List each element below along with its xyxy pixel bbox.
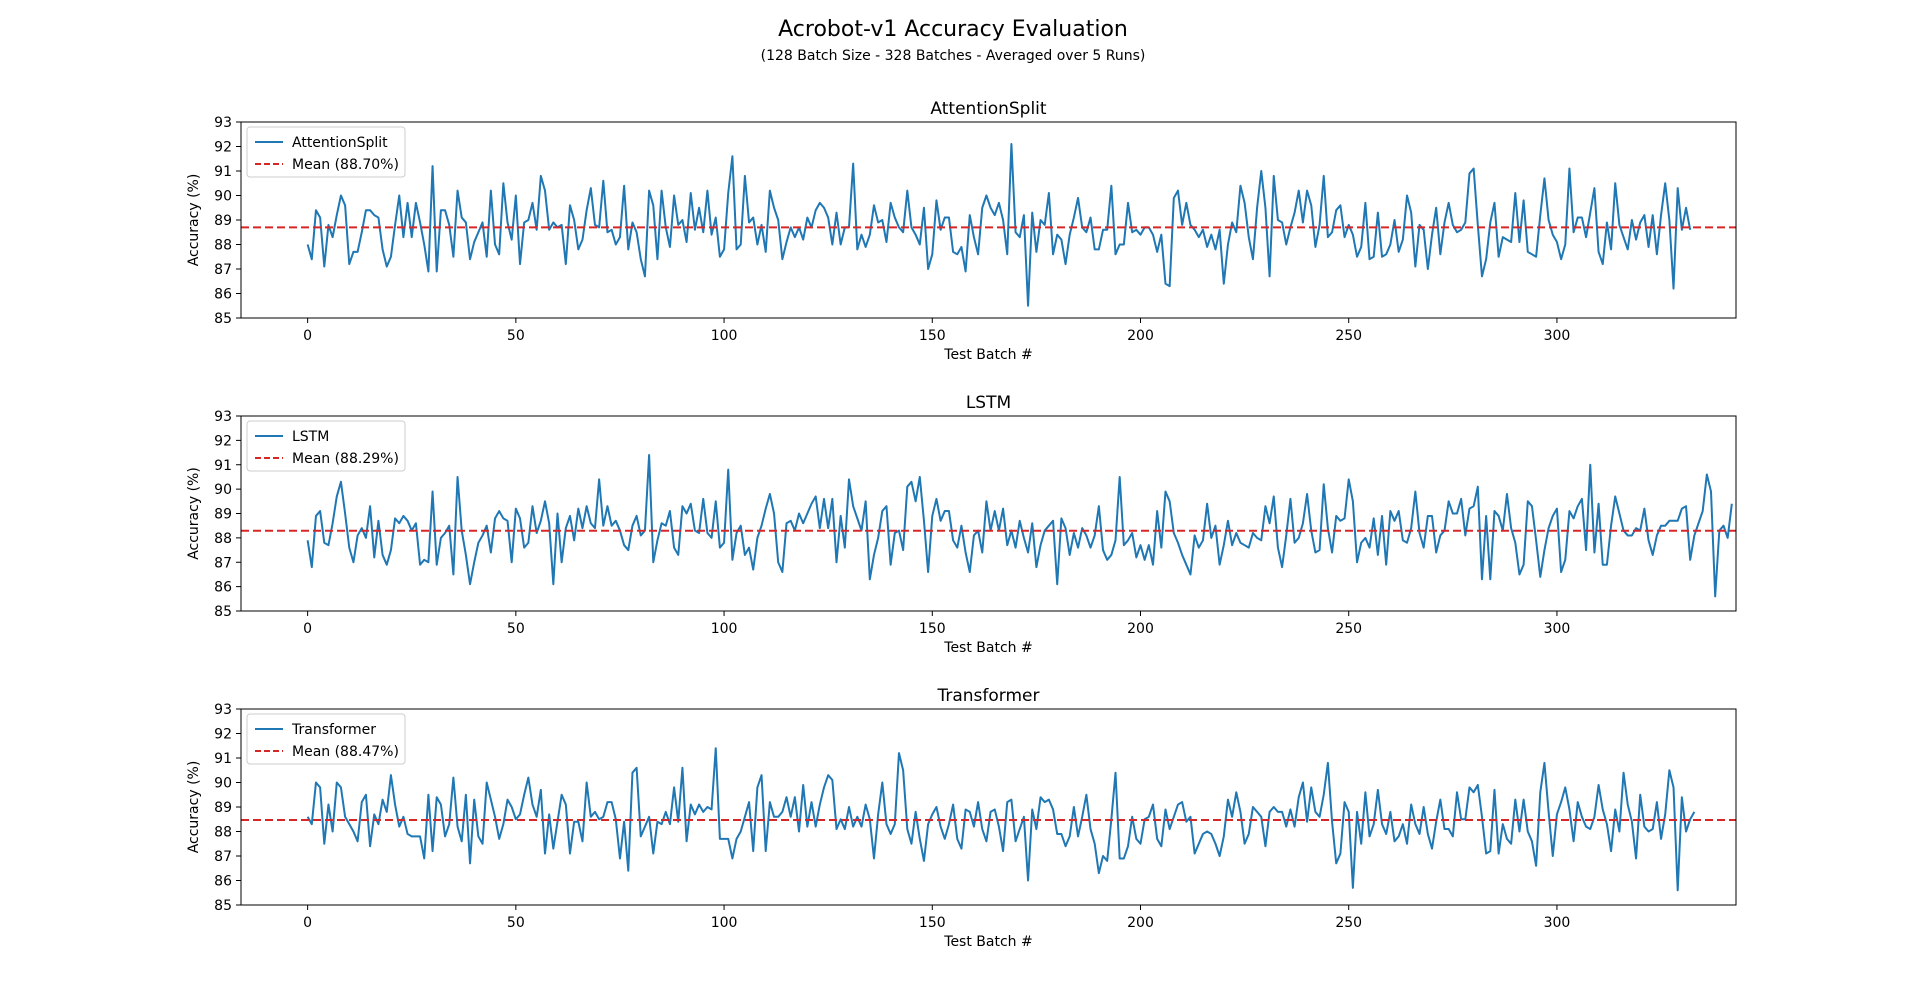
x-tick-label: 50 <box>507 328 525 344</box>
y-tick-label: 85 <box>214 604 232 620</box>
x-tick-label: 150 <box>919 328 946 344</box>
legend-label-series: LSTM <box>292 429 329 445</box>
y-tick-label: 90 <box>214 189 232 205</box>
y-tick-label: 91 <box>214 751 232 767</box>
y-tick-label: 91 <box>214 164 232 180</box>
y-tick-label: 92 <box>214 727 232 743</box>
legend-label-mean: Mean (88.29%) <box>292 451 399 467</box>
y-tick-label: 86 <box>214 287 232 303</box>
figure-subtitle: (128 Batch Size - 328 Batches - Averaged… <box>761 48 1146 64</box>
x-tick-label: 0 <box>303 328 312 344</box>
y-tick-label: 89 <box>214 213 232 229</box>
y-tick-label: 93 <box>214 409 232 425</box>
axes-frame <box>240 708 1737 906</box>
y-tick-label: 85 <box>214 311 232 327</box>
y-tick-label: 92 <box>214 433 232 449</box>
x-tick-label: 200 <box>1127 328 1154 344</box>
legend-label-series: AttentionSplit <box>292 135 388 151</box>
y-tick-label: 88 <box>214 238 232 254</box>
x-tick-label: 250 <box>1335 621 1362 637</box>
y-tick-label: 86 <box>214 580 232 596</box>
x-tick-label: 100 <box>711 915 738 931</box>
legend-label-series: Transformer <box>291 722 376 738</box>
subplot-attentionsplit: AttentionSplit Test Batch # Accuracy (%)… <box>186 99 1737 363</box>
x-tick-label: 0 <box>303 621 312 637</box>
series-line-attentionsplit <box>306 143 1692 307</box>
x-tick-label: 150 <box>919 915 946 931</box>
x-axis-label: Test Batch # <box>943 640 1032 656</box>
subplot-lstm: LSTM Test Batch # Accuracy (%) 0 50 100 150… <box>186 393 1737 656</box>
y-tick-label: 89 <box>214 800 232 816</box>
x-axis-label: Test Batch # <box>943 934 1032 950</box>
x-tick-label: 150 <box>919 621 946 637</box>
y-tick-label: 89 <box>214 507 232 523</box>
y-tick-label: 92 <box>214 140 232 156</box>
y-tick-label: 86 <box>214 874 232 890</box>
legend-box <box>246 420 406 472</box>
y-tick-label: 85 <box>214 898 232 914</box>
x-axis-label: Test Batch # <box>943 347 1032 363</box>
y-tick-label: 90 <box>214 776 232 792</box>
x-tick-label: 300 <box>1544 621 1571 637</box>
x-tick-label: 100 <box>711 328 738 344</box>
legend-label-mean: Mean (88.70%) <box>292 157 399 173</box>
y-tick-label: 91 <box>214 458 232 474</box>
axes-frame <box>240 415 1737 612</box>
legend-box <box>246 126 406 178</box>
subplot-title: AttentionSplit <box>930 99 1046 119</box>
legend-box <box>246 713 406 765</box>
x-tick-label: 50 <box>507 915 525 931</box>
series-line-transformer <box>306 747 1696 892</box>
x-tick-label: 250 <box>1335 328 1362 344</box>
y-axis-label: Accuracy (%) <box>186 467 202 560</box>
y-tick-label: 88 <box>214 825 232 841</box>
x-tick-label: 300 <box>1544 328 1571 344</box>
x-tick-label: 100 <box>711 621 738 637</box>
y-tick-label: 90 <box>214 482 232 498</box>
x-tick-label: 50 <box>507 621 525 637</box>
x-tick-label: 200 <box>1127 915 1154 931</box>
y-tick-label: 87 <box>214 849 232 865</box>
x-tick-label: 0 <box>303 915 312 931</box>
y-tick-label: 88 <box>214 531 232 547</box>
x-tick-label: 300 <box>1544 915 1571 931</box>
subplot-title: Transformer <box>936 686 1039 706</box>
x-tick-label: 250 <box>1335 915 1362 931</box>
legend-label-mean: Mean (88.47%) <box>292 744 399 760</box>
y-tick-label: 93 <box>214 702 232 718</box>
subplot-title: LSTM <box>966 393 1011 413</box>
y-tick-label: 93 <box>214 115 232 131</box>
y-axis-label: Accuracy (%) <box>186 761 202 854</box>
figure-title: Acrobot-v1 Accuracy Evaluation <box>778 17 1128 42</box>
y-tick-label: 87 <box>214 555 232 571</box>
y-axis-label: Accuracy (%) <box>186 174 202 267</box>
axes-frame <box>240 121 1737 319</box>
y-tick-label: 87 <box>214 262 232 278</box>
subplot-transformer: Transformer Test Batch # Accuracy (%) 0 5… <box>186 686 1737 950</box>
series-line-lstm <box>306 454 1733 598</box>
x-tick-label: 200 <box>1127 621 1154 637</box>
